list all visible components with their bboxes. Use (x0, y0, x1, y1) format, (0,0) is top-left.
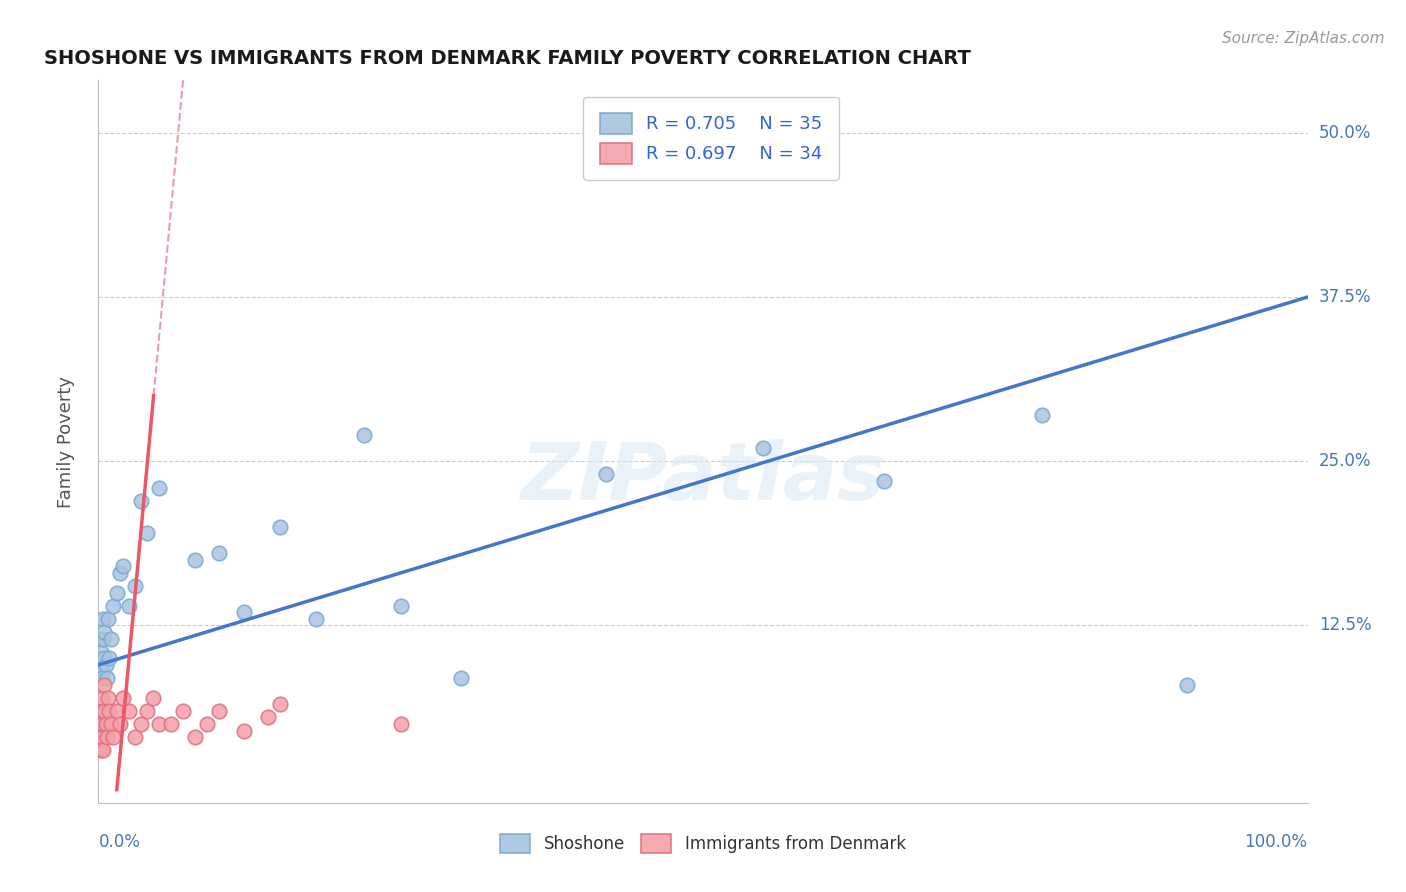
Point (91, 743, 114, 757)
Point (91, 671, 114, 685)
Text: 0.0%: 0.0% (98, 833, 141, 851)
Text: SHOSHONE VS IMMIGRANTS FROM DENMARK FAMILY POVERTY CORRELATION CHART: SHOSHONE VS IMMIGRANTS FROM DENMARK FAMI… (44, 48, 972, 68)
Point (101, 599, 124, 613)
Point (94, 657, 117, 672)
Point (111, 690, 134, 705)
Point (105, 585, 128, 599)
Text: 12.5%: 12.5% (1319, 616, 1371, 634)
Point (94, 717, 117, 731)
Point (118, 599, 141, 613)
Point (129, 717, 152, 731)
Point (389, 717, 412, 731)
Point (752, 441, 775, 455)
Point (89, 632, 111, 646)
Point (184, 730, 207, 744)
Point (89, 730, 111, 744)
Point (91, 632, 114, 646)
Point (353, 428, 375, 442)
Point (135, 526, 157, 541)
Point (232, 605, 254, 619)
Point (91, 730, 114, 744)
Text: 37.5%: 37.5% (1319, 288, 1371, 306)
Point (269, 698, 291, 712)
Point (208, 704, 231, 718)
Point (450, 671, 472, 685)
Text: 50.0%: 50.0% (1319, 124, 1371, 142)
Legend: Shoshone, Immigrants from Denmark: Shoshone, Immigrants from Denmark (494, 827, 912, 860)
Point (97, 690, 120, 705)
Point (184, 553, 207, 567)
Point (91, 717, 114, 731)
Point (124, 579, 146, 593)
Y-axis label: Family Poverty: Family Poverty (56, 376, 75, 508)
Point (93, 704, 115, 718)
Point (90, 743, 112, 757)
Point (195, 717, 218, 731)
Point (101, 730, 124, 744)
Point (93, 625, 115, 640)
Text: ZIPatlas: ZIPatlas (520, 439, 886, 516)
Text: 100.0%: 100.0% (1244, 833, 1308, 851)
Point (96, 730, 118, 744)
Point (305, 612, 328, 626)
Point (269, 520, 291, 534)
Point (100, 632, 122, 646)
Point (232, 723, 254, 738)
Point (873, 474, 896, 488)
Point (135, 704, 157, 718)
Point (98, 651, 121, 665)
Point (90, 717, 112, 731)
Point (148, 481, 170, 495)
Point (105, 704, 128, 718)
Point (96, 671, 118, 685)
Point (111, 559, 134, 574)
Point (93, 651, 115, 665)
Point (100, 717, 122, 731)
Point (256, 710, 278, 724)
Point (148, 717, 170, 731)
Point (98, 704, 121, 718)
Point (160, 717, 183, 731)
Point (90, 645, 112, 659)
Point (129, 493, 152, 508)
Text: 25.0%: 25.0% (1319, 452, 1371, 470)
Point (118, 704, 141, 718)
Point (91, 690, 114, 705)
Point (142, 690, 165, 705)
Point (108, 717, 131, 731)
Point (89, 704, 111, 718)
Point (91, 612, 114, 626)
Point (595, 467, 617, 482)
Point (1175, 677, 1198, 691)
Point (108, 566, 131, 580)
Text: Source: ZipAtlas.com: Source: ZipAtlas.com (1222, 31, 1385, 46)
Point (1031, 409, 1053, 423)
Point (208, 546, 231, 560)
Point (389, 599, 412, 613)
Point (97, 612, 120, 626)
Point (93, 677, 115, 691)
Point (124, 730, 146, 744)
Point (172, 704, 194, 718)
Point (91, 665, 114, 679)
